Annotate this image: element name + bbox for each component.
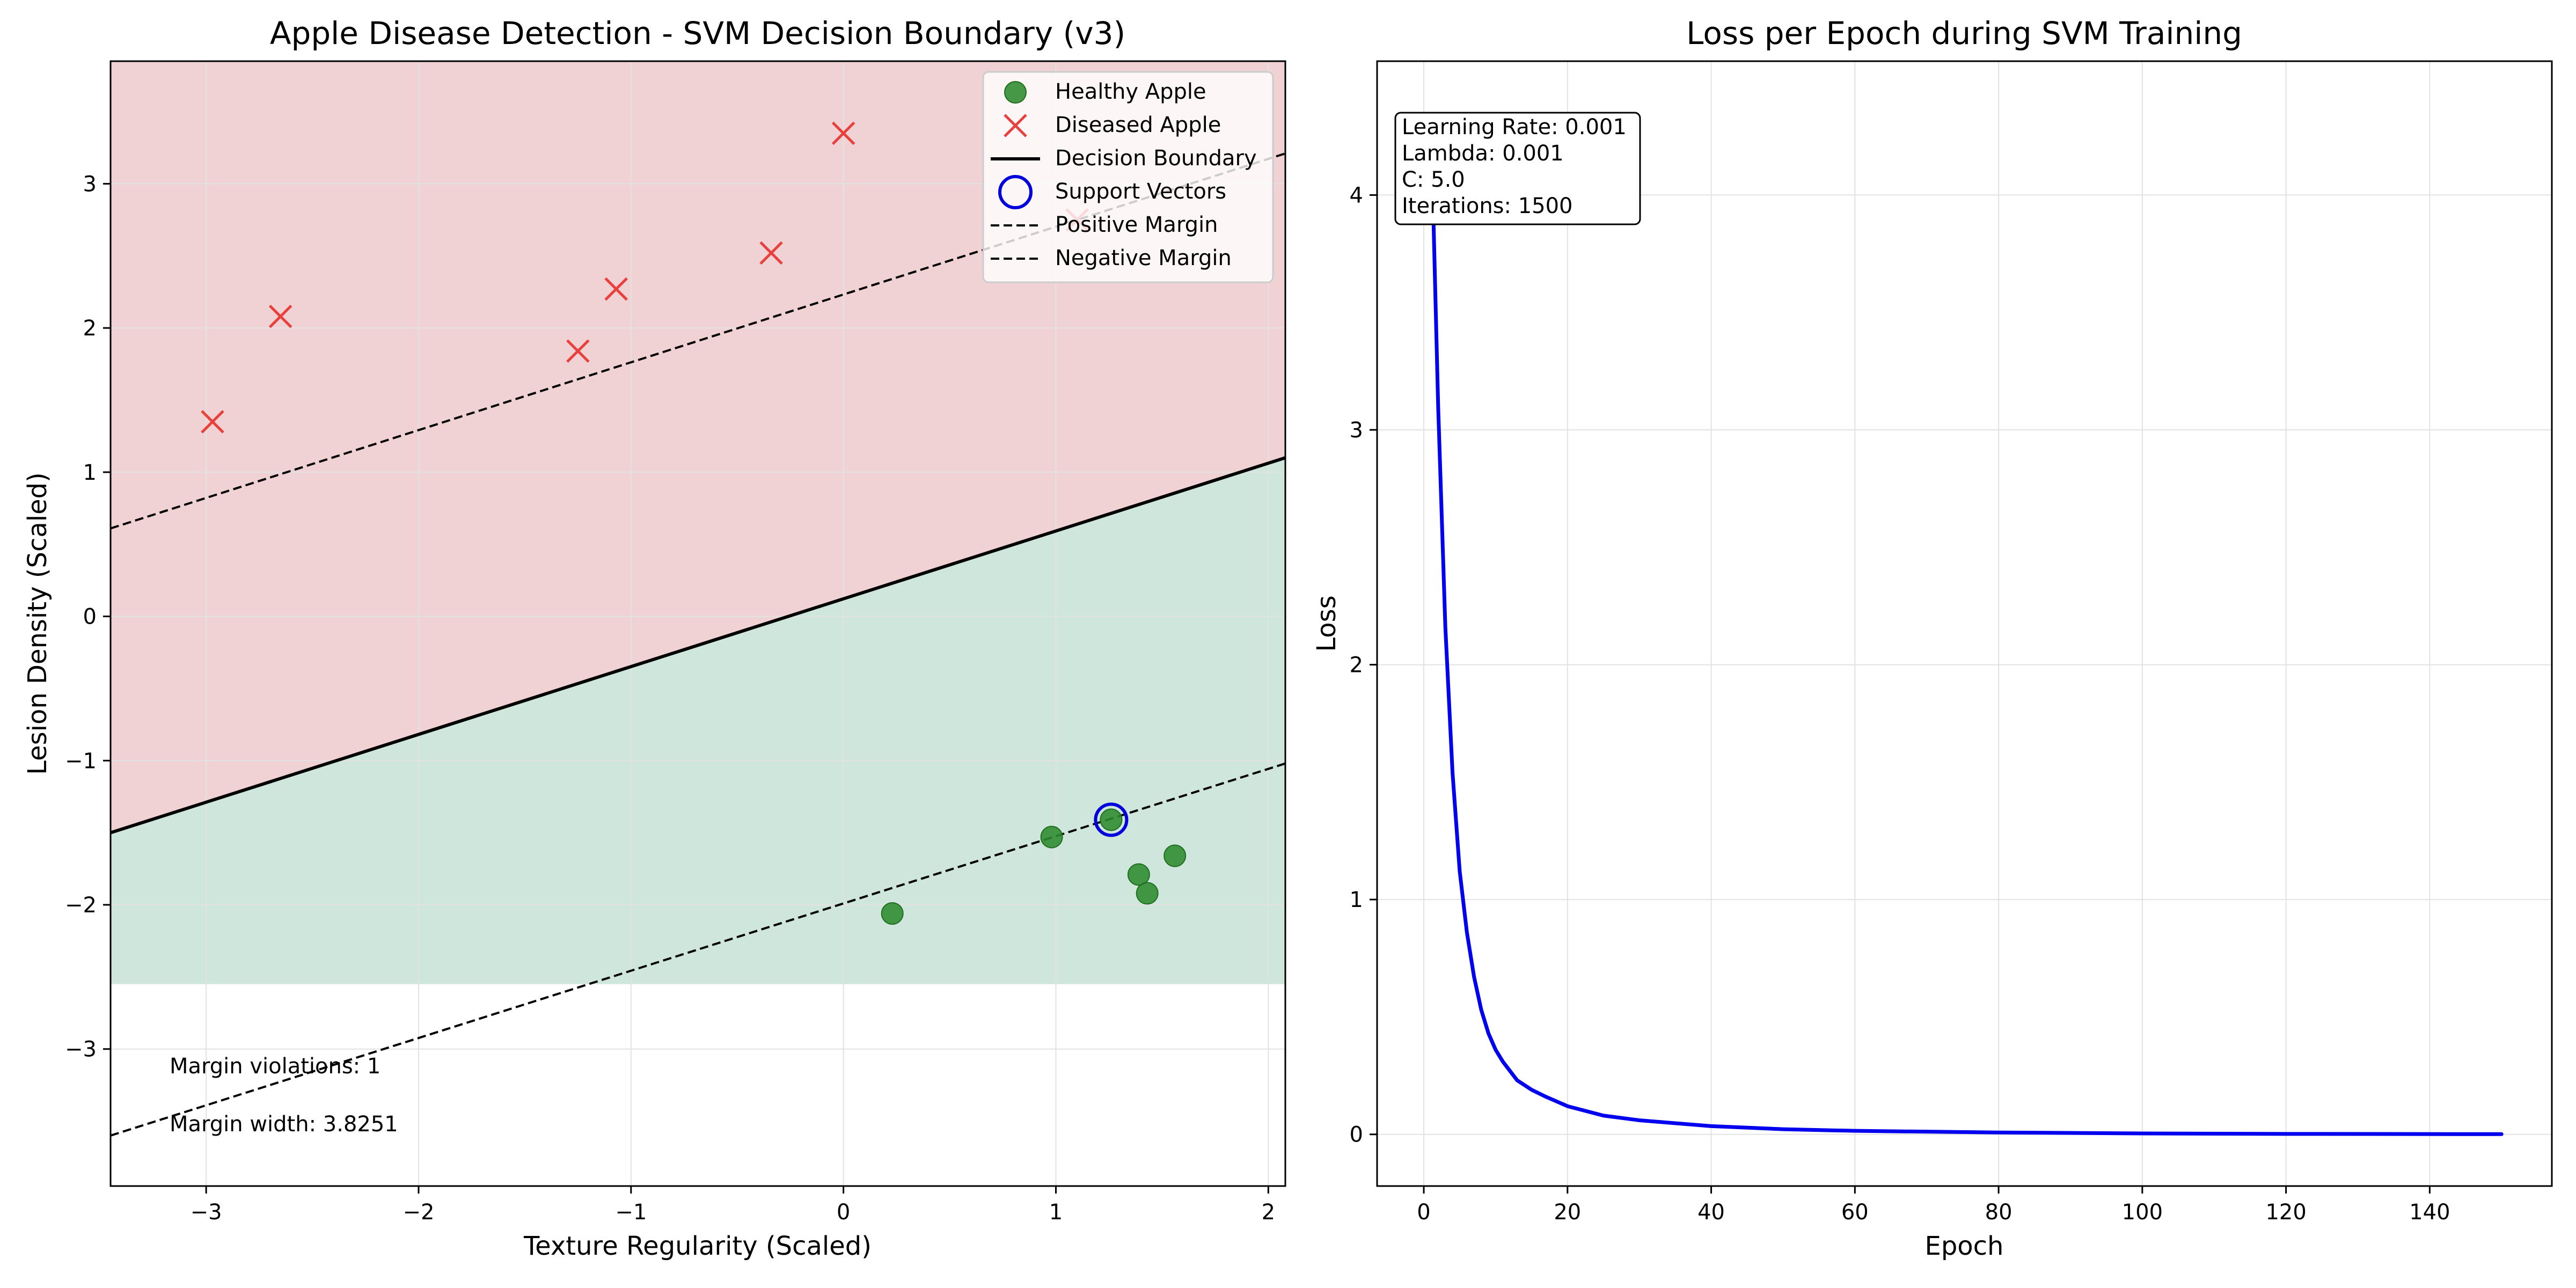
diseased-apple-point [831,121,855,145]
x-marker-stroke [201,410,224,434]
legend-healthy-marker [1004,81,1027,104]
y-tick-label: −3 [65,1037,97,1062]
x-tick-label: 2 [1262,1200,1275,1225]
margin-violations-annotation: Margin violations: 1 [170,1054,380,1079]
y-axis-label: Lesion Density (Scaled) [23,472,53,775]
legend-label-boundary: Decision Boundary [1055,146,1257,171]
learning-rate-text: Learning Rate: 0.001 [1402,115,1627,140]
axis-ticks: −3 −2 −1 0 1 2 −3 −2 −1 0 1 2 3 [65,172,1275,1225]
legend-label-negative-margin: Negative Margin [1055,246,1232,270]
y-tick-label: 1 [83,460,97,485]
diseased-apple-point [566,339,590,363]
axis-ticks: 0 20 40 60 80 100 120 140 0 1 2 3 4 [1350,183,2450,1225]
x-tick-label: 20 [1554,1200,1581,1225]
x-tick-label: 80 [1985,1200,2012,1225]
x-tick-label: 0 [837,1200,850,1225]
diseased-apple-point [201,410,224,434]
x-marker-stroke [759,241,783,265]
legend-diseased-marker [1004,114,1027,137]
x-axis-label: Epoch [1925,1231,2004,1261]
plot-frame [1376,60,2553,1187]
plot-frame [109,60,1286,1187]
y-tick-label: −1 [65,749,97,773]
diseased-apple-point [268,304,292,328]
y-tick-label: −2 [65,893,97,918]
diseased-apple-point [604,277,628,301]
decision-boundary-line [111,456,1285,835]
x-tick-label: −1 [615,1200,647,1225]
diseased-apple-point [759,241,783,265]
healthy-apple-point [881,902,904,925]
y-tick-label: 1 [1350,888,1363,912]
x-axis-label: Texture Regularity (Scaled) [523,1231,872,1261]
y-tick-label: 0 [83,605,97,630]
legend: Healthy Apple Diseased Apple Decision Bo… [982,71,1274,283]
chart-title: Apple Disease Detection - SVM Decision B… [270,15,1125,52]
c-value-text: C: 5.0 [1402,167,1465,192]
y-tick-label: 2 [1350,653,1363,678]
x-tick-label: 100 [2122,1200,2163,1225]
legend-markers [991,81,1040,260]
healthy-apple-point [1127,863,1150,886]
y-tick-label: 2 [83,316,97,341]
hyperparameter-box: Learning Rate: 0.001 Lambda: 0.001 C: 5.… [1394,112,1641,225]
healthy-apple-point [1100,808,1123,831]
y-tick-label: 0 [1350,1123,1363,1147]
x-tick-label: 140 [2409,1200,2450,1225]
legend-label-diseased: Diseased Apple [1055,113,1221,137]
loss-curve-line [1429,118,2504,1136]
legend-label-support-vectors: Support Vectors [1055,179,1226,204]
y-tick-label: 4 [1350,183,1363,208]
hyperparameter-box-frame [1394,112,1641,225]
y-tick-label: 3 [83,172,97,196]
loss-curve-group [1429,118,2504,1136]
y-axis-label: Loss [1312,595,1342,652]
x-tick-label: 60 [1841,1200,1869,1225]
loss-per-epoch-panel: 0 20 40 60 80 100 120 140 0 1 2 3 4 Loss per Epoch d… [1312,15,2553,1261]
legend-label-positive-margin: Positive Margin [1055,213,1218,237]
legend-label-healthy: Healthy Apple [1055,79,1206,104]
y-tick-label: 3 [1350,418,1363,443]
legend-support-vector-marker [998,175,1033,209]
x-tick-label: 0 [1417,1200,1430,1225]
x-tick-label: 40 [1697,1200,1725,1225]
healthy-apple-point [1040,825,1063,848]
margin-width-annotation: Margin width: 3.8251 [170,1112,398,1137]
iterations-text: Iterations: 1500 [1402,194,1573,218]
healthy-region [111,457,1285,984]
x-marker-stroke [604,277,628,301]
x-marker-stroke [831,121,855,145]
chart-title: Loss per Epoch during SVM Training [1686,15,2242,52]
x-tick-label: 120 [2265,1200,2306,1225]
x-marker-stroke [566,339,590,363]
healthy-apple-point [1163,844,1187,867]
legend-box [982,71,1274,283]
support-vector-marker [1094,802,1129,837]
grid [1377,61,2552,1186]
healthy-apple-point [1136,882,1159,905]
x-tick-label: −2 [402,1200,434,1225]
x-marker-stroke [268,304,292,328]
x-tick-label: −3 [191,1200,222,1225]
x-tick-label: 1 [1049,1200,1063,1225]
grid [111,61,1285,1186]
svm-decision-boundary-panel: −3 −2 −1 0 1 2 −3 −2 −1 0 1 2 3 Apple Disease Detect… [23,15,1286,1261]
boundary-lines [111,152,1285,1137]
lambda-text: Lambda: 0.001 [1402,141,1564,166]
x-marker-stroke [1004,114,1027,137]
